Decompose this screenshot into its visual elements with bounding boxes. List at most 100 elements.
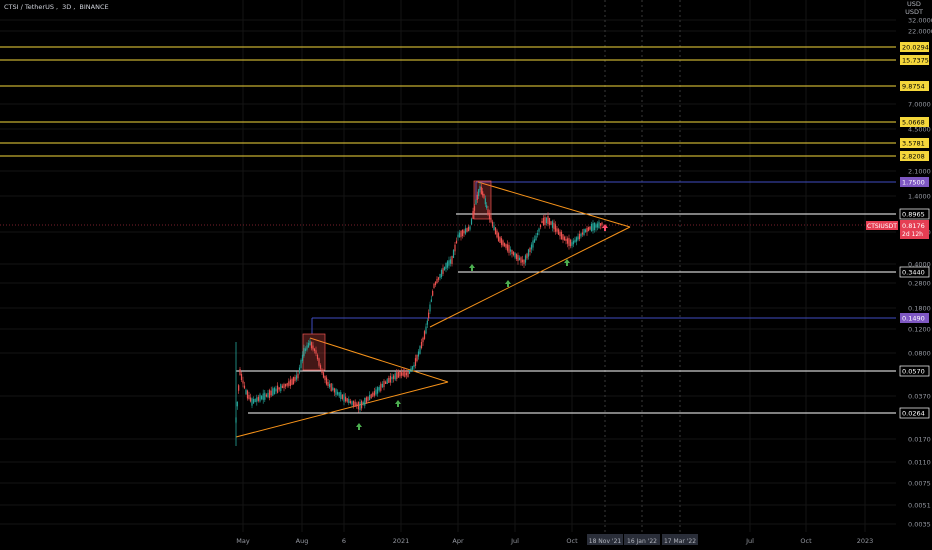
candle-body: [351, 401, 353, 405]
chart-legend[interactable]: CTSI / TetherUS, 3D, BINANCE: [4, 3, 109, 11]
candlestick-series: [235, 182, 603, 446]
candle-body: [536, 232, 539, 236]
candle-body: [417, 351, 420, 357]
candle-body: [273, 387, 275, 395]
price-tick-label: 0.4000: [908, 261, 931, 269]
candle-body: [512, 251, 515, 256]
date-tag-label: 18 Nov '21: [589, 538, 622, 545]
up-arrow-shape: [505, 280, 511, 287]
candle-body: [397, 372, 399, 378]
candle-body: [556, 228, 558, 232]
future-date-lines: [604, 0, 681, 532]
candle-body: [437, 277, 440, 280]
candle-body: [369, 395, 371, 401]
price-tick-label: 0.1800: [908, 305, 931, 313]
candle-body: [410, 368, 412, 372]
triangle-lower-line: [235, 381, 449, 438]
level-tag-label: 20.0294: [902, 44, 929, 52]
candle-body: [388, 377, 390, 383]
candle-body: [265, 394, 267, 397]
candle-body: [581, 232, 584, 235]
candle-body: [301, 354, 304, 362]
highlighted-date-tag: 16 Jan '22: [624, 534, 660, 545]
price-tag-value: 0.8176: [902, 222, 925, 230]
candle-body: [529, 247, 531, 253]
time-tick-label: May: [236, 537, 250, 545]
candle-body: [257, 396, 259, 401]
candle-body: [508, 245, 510, 253]
candle-body: [361, 400, 363, 409]
candle-body: [445, 263, 447, 269]
candle-body: [553, 222, 555, 230]
candle-body: [312, 345, 314, 350]
price-tick-label: 0.1200: [908, 326, 931, 334]
candle-body: [499, 237, 501, 243]
level-tag-label: 15.7375: [902, 57, 929, 65]
candle-body: [452, 250, 455, 258]
level-price-tag: 0.1490: [900, 313, 929, 323]
candle-body: [557, 229, 560, 235]
candle-body: [466, 228, 468, 232]
candle-body: [464, 228, 467, 234]
peak-highlight-box: [302, 333, 326, 371]
level-tag-bg: [900, 42, 929, 52]
candle-body: [278, 387, 280, 390]
candle-body: [518, 257, 521, 261]
candle-body: [337, 391, 339, 395]
candle-body: [262, 393, 264, 401]
time-tick-label: 2021: [393, 537, 410, 545]
candle-body: [402, 372, 404, 376]
candle-body: [285, 383, 287, 387]
candle-body: [425, 326, 427, 334]
candle-body: [354, 401, 356, 407]
candle-body: [405, 372, 407, 376]
candle-body: [291, 379, 293, 385]
currency-label[interactable]: USD USDT: [898, 0, 930, 16]
candle-body: [288, 381, 290, 386]
time-tick-label: 6: [342, 537, 346, 545]
candle-body: [455, 240, 458, 244]
candle-body: [475, 199, 477, 205]
candle-body: [480, 186, 482, 195]
date-tag-bg: [587, 534, 623, 545]
level-tag-bg: [900, 55, 929, 65]
candle-body: [524, 255, 527, 263]
candle-body: [439, 274, 441, 278]
candle-body: [256, 397, 258, 402]
level-tag-label: 0.0570: [902, 368, 925, 376]
candle-body: [346, 398, 348, 402]
candle-body: [356, 403, 358, 407]
candle-body: [359, 402, 361, 410]
candle-body: [568, 238, 570, 246]
time-tick-label: Aug: [296, 537, 309, 545]
level-price-tag: 15.7375: [900, 55, 929, 65]
currency-line-2: USDT: [905, 8, 923, 16]
symbol-tag-bg: [866, 221, 898, 230]
candle-body: [422, 337, 424, 343]
level-tag-label: 0.0264: [902, 410, 925, 418]
candle-body: [538, 228, 540, 232]
candle-body: [396, 372, 398, 379]
candle-body: [562, 234, 564, 240]
candle-body: [580, 233, 582, 237]
candle-body: [566, 238, 569, 244]
candle-body: [483, 194, 485, 198]
candle-body: [340, 392, 342, 400]
price-axis[interactable]: 32.0000 22.0000 7.0000 4.5000 2.1000 1.4000 0.…: [866, 17, 932, 529]
candle-body: [476, 194, 478, 200]
candle-body: [391, 376, 393, 380]
candle-body: [416, 354, 418, 362]
candle-body: [526, 253, 528, 259]
price-tick-label: 0.0051: [908, 502, 931, 510]
candle-body: [496, 230, 498, 238]
candle-body: [349, 400, 351, 404]
candle-body: [243, 385, 246, 389]
candle-body: [478, 189, 480, 197]
candle-body: [521, 259, 524, 263]
candle-body: [554, 224, 557, 232]
candle-body: [571, 242, 573, 246]
candle-body: [315, 350, 317, 354]
time-axis[interactable]: May Aug 6 2021 Apr Jul Oct Jul Oct 2023 18 Nov '21…: [0, 532, 896, 550]
level-tag-label: 1.7500: [902, 179, 925, 187]
